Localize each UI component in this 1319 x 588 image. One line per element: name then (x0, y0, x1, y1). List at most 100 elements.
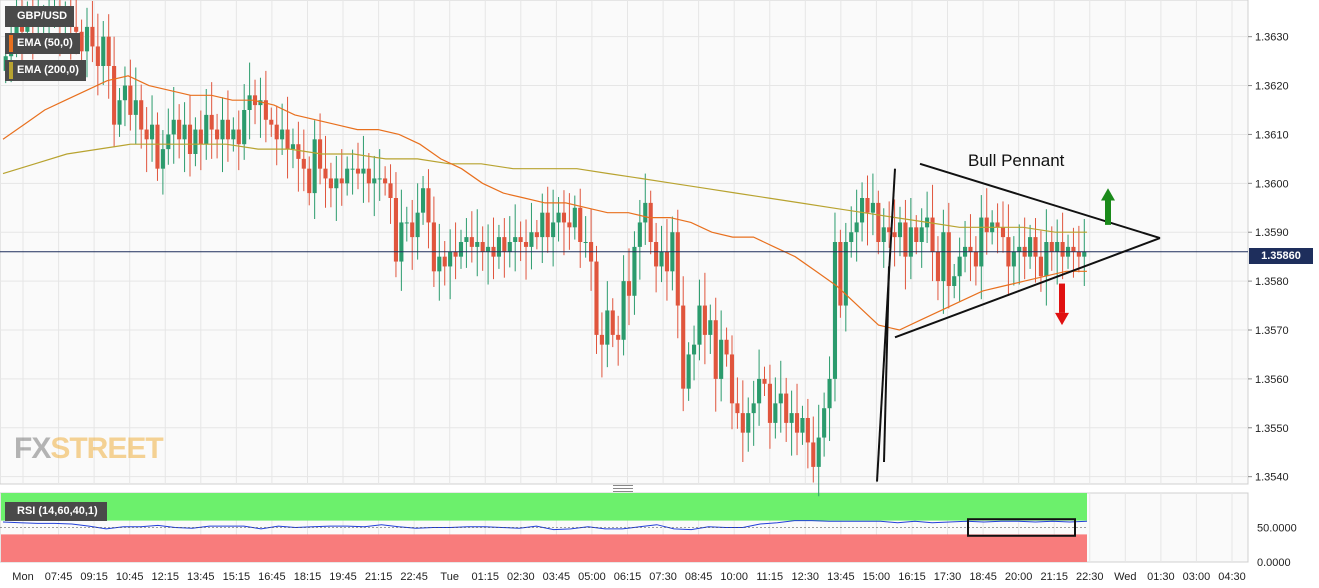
candle-body (1076, 251, 1081, 257)
candle-body (139, 100, 144, 130)
time-tick-label: 12:15 (151, 571, 179, 583)
candle-body (545, 212, 550, 238)
candle-body (133, 100, 138, 115)
time-tick-label: 18:15 (294, 571, 322, 583)
candle-body (225, 119, 230, 140)
pane-resize-handle[interactable] (613, 485, 633, 492)
candle-body (90, 26, 95, 47)
candle-body (691, 344, 697, 355)
candle-body (149, 124, 155, 140)
candle-body (762, 378, 767, 384)
candle-body (198, 129, 203, 145)
ema50-text: EMA (50,0) (17, 37, 73, 49)
time-tick-label: Tue (440, 571, 459, 583)
candle-body (426, 188, 431, 223)
time-tick-label: 13:45 (827, 571, 855, 583)
pennant-label: Bull Pennant (968, 151, 1065, 170)
time-tick-label: 21:15 (1040, 571, 1068, 583)
candle-body (675, 232, 680, 306)
time-tick-label: 19:45 (329, 571, 357, 583)
time-tick-label: 13:45 (187, 571, 215, 583)
candle-body (561, 212, 567, 223)
time-tick-label: 02:30 (507, 571, 535, 583)
candle-body (458, 242, 464, 257)
candle-body (258, 100, 263, 106)
candle-body (209, 114, 214, 130)
candle-body (843, 242, 848, 306)
time-tick-label: 16:15 (898, 571, 926, 583)
logo-street: STREET (50, 432, 163, 465)
candle-body (914, 227, 919, 242)
candle-body (968, 246, 973, 252)
symbol-text: GBP/USD (17, 10, 68, 22)
candle-body (643, 202, 648, 223)
candle-body (355, 168, 361, 174)
candle-body (654, 242, 659, 267)
candle-body (551, 222, 556, 238)
candle-body (952, 276, 957, 286)
candle-body (941, 232, 946, 282)
candle-body (1055, 242, 1060, 252)
candle-body (724, 339, 729, 355)
candle-body (583, 242, 588, 243)
current-price-tag: 1.35860 (1249, 248, 1313, 264)
candle-body (740, 413, 745, 433)
symbol-label[interactable]: GBP/USD (5, 6, 75, 27)
time-tick-label: 06:15 (614, 571, 642, 583)
time-tick-label: 07:45 (45, 571, 73, 583)
up-arrow-shaft (1105, 200, 1111, 225)
rsi-oversold-band (1, 534, 1087, 562)
candle-body (475, 242, 480, 247)
ema200-label[interactable]: EMA (200,0) (5, 60, 86, 81)
candle-body (935, 251, 941, 282)
candle-body (215, 129, 220, 140)
candle-body (984, 217, 989, 233)
candle-body (231, 129, 236, 140)
candle-body (1038, 256, 1043, 277)
bull-pennant-annotation: Bull Pennant (876, 151, 1161, 482)
candle-body (144, 129, 149, 140)
candle-body (849, 232, 854, 242)
candle-body (1000, 227, 1006, 238)
candle-body (632, 246, 637, 296)
rsi-label[interactable]: RSI (14,60,40,1) (5, 502, 107, 521)
candle-body (448, 251, 453, 267)
candle-body (746, 413, 751, 433)
price-tick-label: 1.3610 (1255, 129, 1289, 141)
candle-body (415, 212, 420, 238)
time-tick-label: 15:15 (223, 571, 251, 583)
candle-body (84, 26, 90, 52)
candle-body (719, 339, 724, 379)
candle-body (339, 178, 344, 184)
candle-body (399, 222, 404, 262)
candle-body (79, 31, 84, 52)
candle-body (659, 251, 664, 267)
candle-body (480, 242, 485, 252)
candle-body (1044, 242, 1049, 277)
candle-body (106, 36, 111, 66)
candle-body (919, 227, 924, 242)
candle-body (247, 95, 252, 110)
rsi-tick-label: 50.0000 (1257, 523, 1297, 535)
candle-body (664, 251, 670, 272)
candle-body (789, 413, 794, 423)
candle-body (464, 237, 469, 242)
candle-body (388, 183, 393, 198)
candle-body (95, 46, 100, 66)
time-tick-label: 09:15 (80, 571, 108, 583)
price-tick-label: 1.3570 (1255, 325, 1289, 337)
candle-body (177, 119, 182, 140)
candle-body (908, 227, 913, 257)
ema50-label[interactable]: EMA (50,0) (5, 33, 80, 54)
candle-body (832, 242, 838, 379)
candle-body (410, 222, 415, 238)
candle-body (897, 222, 903, 238)
candle-body (1017, 246, 1022, 252)
candle-body (648, 202, 653, 242)
price-tick-label: 1.3580 (1255, 276, 1289, 288)
time-tick-label: 10:00 (720, 571, 748, 583)
candle-body (946, 232, 951, 286)
candle-body (328, 178, 333, 189)
time-tick-label: 15:00 (863, 571, 891, 583)
